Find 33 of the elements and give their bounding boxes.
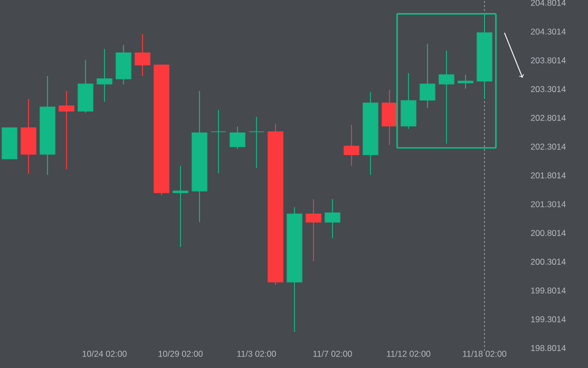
x-tick-label: 11/3 02:00 bbox=[237, 350, 276, 357]
candlestick bbox=[438, 50, 454, 144]
candlestick bbox=[306, 198, 322, 262]
y-tick-label: 201.8014 bbox=[530, 172, 566, 178]
y-tick-label: 198.8014 bbox=[531, 345, 566, 352]
x-tick-label: 10/29 02:00 bbox=[158, 350, 203, 357]
x-tick-label: 10/24 02:00 bbox=[82, 350, 127, 357]
candlestick bbox=[324, 198, 340, 239]
candlestick bbox=[382, 89, 398, 146]
candlestick bbox=[230, 126, 246, 150]
y-tick-label: 203.3014 bbox=[530, 86, 566, 92]
candlestick bbox=[96, 48, 112, 102]
candlestick bbox=[134, 34, 150, 76]
y-tick-label: 204.8014 bbox=[530, 0, 566, 6]
candlestick bbox=[248, 116, 264, 168]
y-tick-label: 202.8014 bbox=[530, 114, 566, 121]
y-tick-label: 203.8014 bbox=[530, 57, 566, 64]
x-tick-label: 11/12 02:00 bbox=[387, 350, 430, 357]
y-tick-label: 199.3014 bbox=[531, 316, 566, 322]
candlestick bbox=[210, 109, 226, 174]
y-tick-label: 200.8014 bbox=[530, 230, 566, 236]
y-tick-label: 199.8014 bbox=[531, 288, 566, 294]
x-tick-label: 11/7 02:00 bbox=[313, 350, 352, 357]
candlestick bbox=[420, 43, 436, 109]
candlestick bbox=[172, 165, 188, 248]
candlestick bbox=[344, 124, 360, 166]
x-tick-label: 11/18 02:00 bbox=[463, 350, 506, 357]
y-tick-label: 200.3014 bbox=[530, 258, 566, 265]
y-tick-label: 202.3014 bbox=[530, 144, 566, 150]
y-tick-label: 204.3014 bbox=[530, 28, 566, 35]
candlestick bbox=[458, 74, 474, 90]
candlestick bbox=[58, 90, 74, 170]
y-tick-label: 201.3014 bbox=[530, 201, 566, 208]
